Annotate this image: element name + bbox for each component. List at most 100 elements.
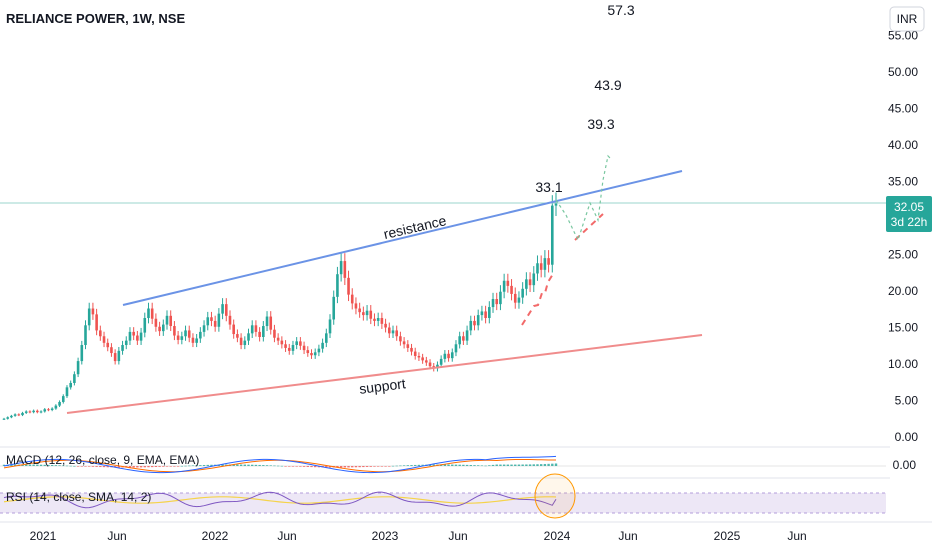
candle-body xyxy=(554,203,558,206)
rsi-line xyxy=(3,491,557,509)
macd-histogram-bar xyxy=(265,465,269,466)
macd-histogram-bar xyxy=(547,463,550,466)
macd-histogram-bar xyxy=(339,466,343,468)
macd-histogram-bar xyxy=(532,464,535,466)
target-label: 39.3 xyxy=(587,116,614,132)
candles-layer xyxy=(2,192,558,420)
candle-body xyxy=(24,411,28,413)
candle-body xyxy=(128,331,132,341)
macd-label[interactable]: MACD (12, 26, close, 9, EMA, EMA) xyxy=(6,453,199,467)
x-tick-label: 2025 xyxy=(714,529,741,543)
macd-histogram-bar xyxy=(417,464,421,466)
candle-body xyxy=(550,205,554,265)
macd-histogram-bar xyxy=(432,464,435,466)
candle-body xyxy=(402,341,406,345)
candle-body xyxy=(399,336,402,342)
candle-body xyxy=(406,344,410,348)
macd-histogram-bar xyxy=(195,465,198,466)
macd-histogram-bar xyxy=(113,466,117,468)
candle-body xyxy=(232,324,235,335)
macd-histogram-bar xyxy=(506,464,510,466)
macd-histogram-bar xyxy=(465,464,469,466)
candle-body xyxy=(10,415,13,418)
candle-body xyxy=(287,347,291,351)
macd-histogram-bar xyxy=(402,465,406,466)
macd-histogram-bar xyxy=(469,465,472,466)
candle-body xyxy=(484,311,487,319)
macd-histogram-bar xyxy=(69,465,72,467)
candle-body xyxy=(347,277,350,295)
macd-histogram-bar xyxy=(106,466,109,468)
candle-body xyxy=(439,358,443,365)
macd-histogram-bar xyxy=(351,466,354,468)
macd-histogram-bar xyxy=(76,466,80,467)
y-tick-label: 40.00 xyxy=(888,138,918,152)
candle-body xyxy=(262,326,265,337)
y-tick-label: 50.00 xyxy=(888,65,918,79)
x-tick-label: Jun xyxy=(618,529,637,543)
candle-body xyxy=(325,333,328,343)
macd-histogram-bar xyxy=(269,465,272,466)
macd-histogram-bar xyxy=(39,464,43,466)
x-tick-label: Jun xyxy=(448,529,467,543)
rsi-highlight-circle xyxy=(534,473,576,519)
candle-body xyxy=(154,318,158,327)
macd-histogram-bar xyxy=(391,465,395,467)
candle-body xyxy=(421,357,424,361)
macd-histogram-bar xyxy=(447,464,450,466)
macd-histogram-bar xyxy=(399,465,402,467)
macd-histogram-bar xyxy=(158,466,161,467)
macd-histogram-bar xyxy=(147,466,150,468)
candle-body xyxy=(199,331,202,339)
price-axis-bg[interactable] xyxy=(890,0,932,522)
candle-body xyxy=(443,353,447,359)
candle-body xyxy=(247,333,250,341)
candle-body xyxy=(165,315,169,325)
macd-histogram-bar xyxy=(254,464,258,466)
candle-body xyxy=(84,325,87,346)
macd-histogram-bar xyxy=(188,465,191,467)
x-tick-label: 2021 xyxy=(30,529,57,543)
macd-histogram-bar xyxy=(258,464,261,466)
currency-button[interactable]: INR xyxy=(889,6,925,32)
macd-histogram-bar xyxy=(173,466,176,467)
currency-button-label: INR xyxy=(897,12,918,26)
projection-dashed-up xyxy=(521,273,554,326)
candle-body xyxy=(469,320,473,331)
candle-body xyxy=(332,296,336,320)
candle-body xyxy=(310,353,313,356)
macd-histogram-bar xyxy=(551,463,554,466)
last-price-tag: 32.05 3d 22h xyxy=(886,196,932,232)
x-tick-label: Jun xyxy=(107,529,126,543)
candle-body xyxy=(61,396,65,402)
candle-body xyxy=(384,323,387,328)
macd-histogram-bar xyxy=(36,464,39,466)
candle-body xyxy=(454,344,458,353)
macd-histogram-bar xyxy=(428,464,432,466)
candle-body xyxy=(543,258,547,270)
candle-body xyxy=(28,411,32,413)
macd-histogram-bar xyxy=(117,466,121,468)
candle-body xyxy=(6,417,10,419)
macd-histogram-bar xyxy=(536,464,539,466)
candle-body xyxy=(547,258,550,265)
macd-histogram-bar xyxy=(406,465,410,466)
candle-body xyxy=(269,316,273,330)
candle-body xyxy=(21,412,24,416)
rsi-label[interactable]: RSI (14, close, SMA, 14, 2) xyxy=(6,490,151,504)
macd-histogram-bar xyxy=(73,465,76,467)
macd-histogram-bar xyxy=(13,464,17,466)
support-label: support xyxy=(358,375,406,397)
macd-histogram-bar xyxy=(451,464,454,466)
macd-histogram-bar xyxy=(291,466,295,467)
macd-histogram-bar xyxy=(65,465,69,467)
y-tick-label: 25.00 xyxy=(888,248,918,262)
macd-histogram-bar xyxy=(180,465,184,467)
candle-body xyxy=(488,307,491,319)
candle-body xyxy=(102,336,106,343)
macd-histogram-bar xyxy=(369,466,372,467)
macd-histogram-bar xyxy=(102,466,106,468)
trendlines-layer[interactable] xyxy=(66,154,703,414)
candle-body xyxy=(525,279,528,289)
